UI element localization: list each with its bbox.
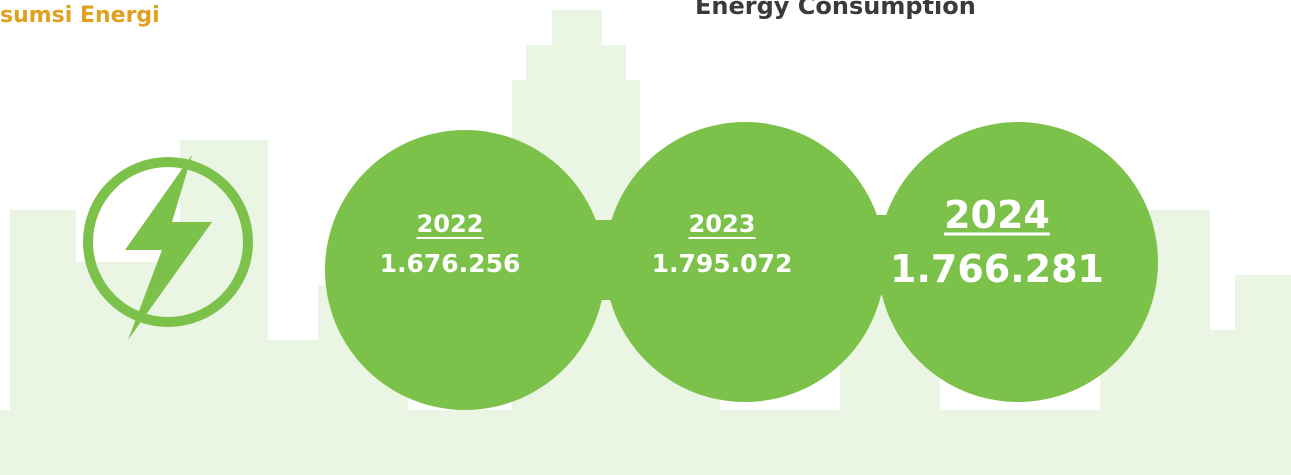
title-en: Energy Consumption — [695, 0, 976, 20]
consumption-value: 1.676.256 — [380, 249, 521, 278]
year: 2022 — [417, 210, 484, 238]
consumption-value: 1.766.281 — [890, 247, 1104, 291]
title-id: sumsi Energi — [0, 3, 160, 28]
year: 2023 — [689, 210, 756, 238]
infographic: sumsi Energi Energy Consumption 2022 1.67… — [0, 0, 1291, 475]
year: 2024 — [944, 193, 1050, 237]
consumption-value: 1.795.072 — [652, 249, 793, 278]
